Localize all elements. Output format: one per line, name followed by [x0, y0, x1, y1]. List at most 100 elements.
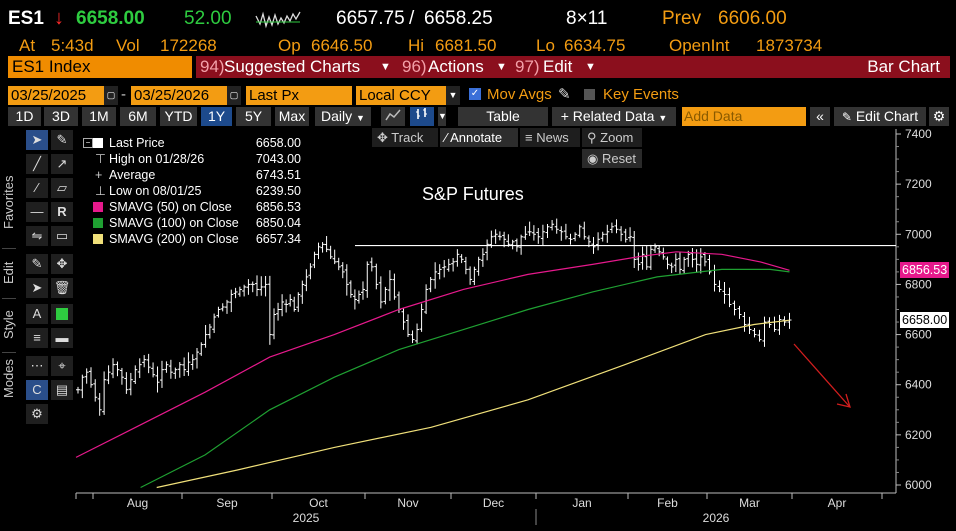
color-swatch-icon[interactable] [51, 304, 73, 324]
ohlc-bar [106, 365, 111, 385]
layers-icon[interactable]: ▤ [51, 380, 73, 400]
related-data-label: + Related Data [560, 108, 655, 124]
key-events-checkbox[interactable] [584, 89, 595, 100]
ohlc-bar [272, 308, 277, 340]
collapse-icon[interactable]: « [810, 107, 830, 126]
legend-name: Last Price [109, 136, 165, 150]
ticker: ES1 [8, 8, 44, 29]
text-style-icon[interactable]: A [26, 304, 48, 324]
caret-down-icon: ▼ [658, 113, 668, 123]
frequency-selector[interactable]: Daily ▼ [315, 107, 371, 126]
calendar-icon[interactable]: ▢ [227, 86, 241, 105]
table-button[interactable]: Table [458, 107, 548, 126]
annotation-arrow [793, 343, 850, 407]
add-data-input[interactable]: Add Data [682, 107, 806, 126]
suggested-charts-menu[interactable]: 94) Suggested Charts ▼ [196, 56, 400, 78]
ohlc-bar [288, 294, 293, 307]
edit-pencil-icon[interactable]: ✎ [26, 254, 48, 274]
retracement-icon[interactable]: R [51, 202, 73, 222]
segment-icon[interactable]: ∕ [26, 178, 48, 198]
ohlc-bar [84, 368, 89, 384]
period-1m-button[interactable]: 1M [82, 107, 116, 126]
crosshair-icon[interactable]: ⌖ [51, 356, 73, 376]
start-date-field[interactable]: 03/25/2025 ▢ [8, 86, 118, 105]
move-icon[interactable]: ✥ [51, 254, 73, 274]
select-icon[interactable]: ➤ [26, 278, 48, 298]
ohlc-bar [186, 352, 191, 376]
trendline-icon[interactable]: ╱ [26, 154, 48, 174]
end-date-field[interactable]: 03/25/2026 ▢ [131, 86, 241, 105]
ohlc-bar [787, 312, 792, 329]
line-chart-icon[interactable] [381, 107, 405, 126]
related-data-button[interactable]: + Related Data ▼ [552, 107, 676, 126]
annotate-pencil-icon[interactable]: ✎ [51, 130, 73, 150]
calendar-icon[interactable]: ▢ [104, 86, 118, 105]
mov-avgs-label[interactable]: Mov Avgs [487, 86, 552, 103]
mov-avgs-checkbox[interactable]: ✓ [469, 88, 481, 100]
bar-chart-icon[interactable] [410, 107, 434, 126]
pencil-icon[interactable]: ✎ [558, 86, 571, 103]
edit-menu[interactable]: 97) Edit ▼ [513, 56, 600, 78]
horizontal-line-icon[interactable]: — [26, 202, 48, 222]
period-1d-button[interactable]: 1D [8, 107, 41, 126]
line-width-icon[interactable]: ▬ [51, 328, 73, 348]
trash-icon[interactable]: 🗑 [51, 278, 73, 298]
period-5y-button[interactable]: 5Y [236, 107, 271, 126]
channel-icon[interactable]: ▱ [51, 178, 73, 198]
chart-title: S&P Futures [422, 184, 524, 204]
gear-icon[interactable]: ⚙ [929, 107, 949, 126]
y-tick-label: 6200 [905, 428, 932, 442]
annotate-label: Annotate [450, 130, 503, 145]
ohlc-bar [212, 313, 217, 334]
suggested-charts-label: Suggested Charts [224, 57, 361, 76]
currency-selector[interactable]: Local CCY ▼ [356, 86, 460, 105]
rectangle-icon[interactable]: ▭ [51, 226, 73, 246]
reset-button[interactable]: ◉ Reset [582, 149, 642, 168]
line-style-icon[interactable]: ≡ [26, 328, 48, 348]
period-1y-button[interactable]: 1Y [201, 107, 232, 126]
actions-menu[interactable]: 96) Actions ▼ [400, 56, 513, 78]
ohlc-bar [510, 239, 515, 250]
field-selector[interactable]: Last Px [246, 86, 352, 105]
mode-icon[interactable]: C [26, 380, 48, 400]
reset-label: Reset [601, 151, 636, 166]
ohlc-bar [328, 245, 333, 260]
dashed-line-icon[interactable]: ⋯ [26, 356, 48, 376]
ohlc-bar [459, 254, 464, 264]
ohlc-bar [276, 302, 281, 321]
settings-gear-icon[interactable]: ⚙ [26, 404, 48, 424]
track-button[interactable]: ✥ Track [372, 128, 438, 147]
period-3d-button[interactable]: 3D [44, 107, 78, 126]
ray-icon[interactable]: ↗ [51, 154, 73, 174]
fibonacci-icon[interactable]: ⇋ [26, 226, 48, 246]
ohlc-bar [292, 296, 297, 312]
period-6m-button[interactable]: 6M [120, 107, 156, 126]
annotate-button[interactable]: ∕ Annotate [440, 128, 518, 147]
edit-label: Edit [543, 57, 573, 76]
legend-value: 6657.34 [255, 232, 301, 246]
chart-type-bar[interactable]: Bar Chart [600, 56, 950, 78]
ohlc-bar [255, 275, 259, 297]
caret-down-icon[interactable]: ▼ [438, 107, 447, 126]
y-tick-label: 6600 [905, 328, 932, 342]
period-max-button[interactable]: Max [275, 107, 309, 126]
legend-collapse-icon[interactable]: − [83, 138, 93, 148]
x-month-label: Aug [127, 496, 148, 510]
zoom-button[interactable]: ⚲ Zoom [582, 128, 642, 147]
period-toolbar: 1D 3D 1M 6M YTD 1Y 5Y Max Daily ▼ ▼ Table + Rel… [0, 106, 956, 127]
security-field[interactable]: ES1 Index [8, 56, 192, 78]
pointer-icon[interactable]: ➤ [26, 130, 48, 150]
legend-value: 6239.50 [255, 184, 301, 198]
x-month-label: Oct [309, 496, 328, 510]
y-tick-label: 7400 [905, 127, 932, 141]
period-ytd-button[interactable]: YTD [160, 107, 197, 126]
news-button[interactable]: ≡ News [520, 128, 580, 147]
edit-chart-button[interactable]: ✎ Edit Chart [834, 107, 926, 126]
ohlc-bar [424, 284, 429, 315]
ohlc-bar [111, 358, 116, 379]
key-events-label[interactable]: Key Events [603, 86, 679, 103]
ohlc-bar [712, 264, 717, 292]
edit-chart-label: Edit Chart [855, 108, 919, 124]
session-stats: At 5:43d Vol 172268 Op 6646.50 Hi 6681.5… [0, 34, 956, 56]
